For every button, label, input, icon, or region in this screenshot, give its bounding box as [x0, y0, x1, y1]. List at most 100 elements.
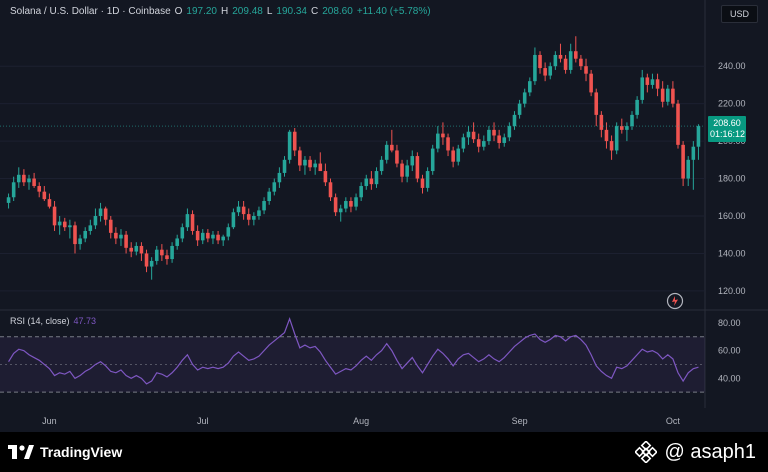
candle-body: [609, 141, 614, 151]
rsi-tick-label: 60.00: [718, 346, 741, 356]
candle-body: [267, 191, 271, 202]
open-label: O: [174, 6, 183, 17]
candle-body: [584, 66, 588, 74]
candle-body: [160, 249, 164, 256]
candle-body: [185, 214, 190, 228]
candle-body: [671, 88, 675, 104]
tradingview-brand[interactable]: TradingView: [8, 444, 122, 460]
candle-body: [11, 182, 16, 198]
candle-body: [27, 178, 31, 183]
candle-body: [78, 238, 82, 245]
candle-body: [180, 227, 185, 239]
symbol-title[interactable]: Solana / U.S. Dollar · 1D · Coinbase: [10, 6, 171, 17]
price-tick-label: 240.00: [718, 61, 746, 71]
candle-body: [262, 201, 266, 211]
candle-body: [451, 150, 455, 162]
candle-body: [681, 144, 685, 179]
candle-body: [563, 58, 568, 70]
price-tick-label: 180.00: [718, 174, 746, 184]
tradingview-text: TradingView: [40, 444, 123, 460]
candle-body: [441, 133, 445, 138]
candle-body: [16, 174, 21, 183]
candle-body: [226, 227, 231, 237]
candle-body: [574, 51, 578, 59]
candle-body: [52, 206, 57, 226]
candle-body: [241, 206, 246, 215]
time-tick-label: Jun: [42, 416, 57, 426]
candle-body: [517, 103, 522, 115]
candle-body: [359, 186, 363, 198]
candle-body: [88, 225, 93, 231]
candle-body: [374, 171, 379, 185]
candle-body: [165, 255, 169, 260]
chart-legend: Solana / U.S. Dollar · 1D · Coinbase O 19…: [10, 6, 431, 17]
candle-body: [436, 133, 440, 149]
rsi-band: [0, 336, 705, 393]
price-chart[interactable]: 120.00140.00160.00180.00200.00220.00240.…: [0, 0, 768, 432]
candle-body: [313, 163, 317, 168]
candle-body: [405, 165, 409, 177]
candle-body: [528, 81, 532, 93]
rsi-line: [8, 316, 699, 385]
candle-body: [589, 73, 593, 93]
candle-body: [134, 245, 139, 252]
candle-body: [640, 77, 645, 100]
candle-body: [6, 197, 11, 203]
candle-body: [272, 182, 277, 192]
candle-body: [42, 191, 47, 200]
candle-body: [37, 186, 42, 192]
bar-countdown: 01:16:12: [710, 129, 746, 139]
candle-body: [400, 163, 404, 177]
candle-body: [548, 66, 553, 76]
candle-body: [446, 137, 450, 151]
rsi-tick-label: 40.00: [718, 373, 741, 383]
price-tick-label: 140.00: [718, 248, 746, 258]
chart-area[interactable]: 120.00140.00160.00180.00200.00220.00240.…: [0, 0, 768, 432]
candle-body: [497, 135, 501, 143]
candle-body: [32, 178, 36, 187]
candle-body: [476, 139, 481, 147]
candle-body: [22, 174, 26, 183]
candle-body: [216, 234, 220, 241]
last-price-value: 208.60: [713, 118, 741, 128]
candle-body: [482, 141, 486, 147]
candle-body: [425, 171, 430, 188]
candle-body: [502, 137, 507, 143]
candle-body: [420, 178, 425, 188]
candle-body: [568, 51, 573, 70]
candle-body: [650, 79, 655, 85]
price-tick-label: 160.00: [718, 211, 746, 221]
rsi-tick-label: 80.00: [718, 318, 741, 328]
binance-logo-icon: [634, 441, 657, 463]
candle-body: [430, 148, 435, 172]
candle-body: [620, 126, 624, 130]
candle-body: [195, 230, 200, 241]
candle-body: [57, 221, 62, 226]
candle-body: [553, 54, 558, 67]
candle-body: [349, 201, 353, 207]
currency-button[interactable]: USD: [720, 5, 758, 23]
candle-body: [114, 232, 118, 239]
candle-body: [252, 215, 256, 220]
rsi-label-text: RSI (14, close): [10, 316, 70, 326]
candle-body: [512, 114, 517, 127]
candle-body: [190, 214, 195, 231]
candle-body: [696, 126, 701, 147]
candle-body: [379, 159, 384, 172]
footer-bar: TradingView @ asaph1: [0, 432, 768, 472]
candle-body: [395, 150, 399, 164]
reset-chart-icon[interactable]: [666, 292, 684, 310]
candle-body: [246, 214, 251, 220]
candle-body: [108, 219, 113, 233]
candle-body: [533, 54, 537, 82]
candle-body: [354, 197, 358, 207]
candle-body: [461, 137, 466, 149]
candle-body: [129, 247, 133, 252]
candle-body: [277, 172, 282, 183]
candle-body: [200, 232, 205, 241]
candle-body: [384, 144, 389, 160]
last-price-tag: 208.60 01:16:12: [708, 116, 746, 142]
time-tick-label: Oct: [666, 416, 681, 426]
handle-text: @ asaph1: [664, 440, 756, 463]
candle-body: [257, 210, 261, 216]
